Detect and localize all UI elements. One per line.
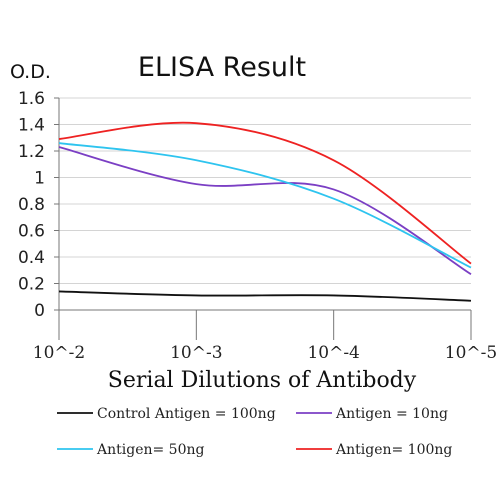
legend: Control Antigen = 100ng Antigen = 10ng Ant…: [57, 406, 452, 458]
series-antigen-50ng-line: [58, 142, 472, 269]
x-tick-label: 10^-4: [307, 343, 359, 363]
x-tick-labels: 10^-2 10^-3 10^-4 10^-5: [33, 343, 497, 363]
series-control-antigen-line: [58, 290, 472, 302]
x-axis-label: Serial Dilutions of Antibody: [108, 368, 417, 393]
y-tick-label: 0: [34, 301, 45, 321]
y-tick-label: 0.8: [18, 195, 45, 215]
axes: [54, 97, 472, 340]
x-tick-label: 10^-2: [33, 343, 85, 363]
series-antigen-10ng-line: [58, 146, 472, 275]
legend-label: Antigen= 100ng: [335, 442, 452, 458]
y-tick-label: 0.6: [18, 222, 45, 242]
y-tick-label: 0.4: [18, 248, 45, 268]
series-lines: [58, 121, 472, 302]
grid-lines: [59, 97, 471, 284]
y-tick-label: 1.4: [18, 116, 45, 136]
x-tick-label: 10^-5: [445, 343, 497, 363]
chart-title: ELISA Result: [138, 52, 306, 83]
y-tick-label: 1: [34, 169, 45, 189]
y-tick-label: 0.2: [18, 275, 45, 295]
legend-label: Control Antigen = 100ng: [97, 406, 276, 422]
y-tick-label: 1.6: [18, 89, 45, 109]
y-axis-label: O.D.: [10, 61, 51, 83]
series-antigen-100ng-line: [58, 121, 472, 265]
y-tick-labels: 0 0.2 0.4 0.6 0.8 1 1.2 1.4 1.6: [18, 89, 45, 321]
x-tick-label: 10^-3: [170, 343, 222, 363]
legend-label: Antigen= 50ng: [96, 442, 205, 458]
legend-label: Antigen = 10ng: [335, 406, 448, 422]
y-tick-label: 1.2: [18, 142, 45, 162]
